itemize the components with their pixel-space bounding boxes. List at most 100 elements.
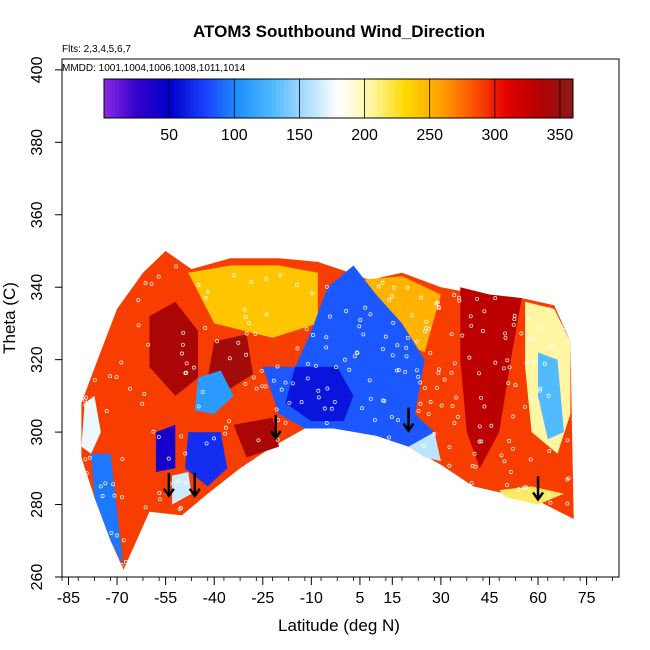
colorbar-segment: [471, 79, 476, 118]
observation-point: [123, 559, 128, 564]
observation-point: [111, 482, 116, 487]
observation-point: [264, 276, 269, 281]
observation-point: [367, 378, 372, 383]
observation-point: [294, 283, 299, 287]
observation-point: [513, 383, 518, 388]
observation-point: [376, 284, 381, 289]
observation-point: [511, 322, 516, 327]
observation-point: [428, 350, 433, 355]
observation-point: [480, 329, 485, 333]
observation-point: [271, 378, 276, 383]
observation-point: [368, 396, 373, 401]
observation-point: [103, 481, 108, 486]
observation-point: [146, 342, 151, 347]
colorbar-segment: [283, 79, 289, 118]
observation-point: [442, 377, 447, 382]
observation-point: [114, 533, 119, 538]
observation-point: [423, 326, 428, 331]
observation-point: [550, 343, 555, 348]
observation-point: [422, 386, 427, 390]
observation-point: [472, 451, 477, 456]
colorbar-tick-label: 150: [286, 127, 313, 144]
y-tick-label: 380: [29, 129, 46, 156]
colorbar-segment: [260, 79, 265, 118]
colorbar-segment: [350, 79, 355, 118]
observation-point: [322, 406, 327, 411]
observation-point: [305, 376, 310, 381]
observation-point: [92, 378, 97, 383]
x-tick-label: 60: [529, 590, 547, 607]
y-axis-label: Theta (C): [0, 282, 19, 354]
observation-point: [455, 415, 460, 419]
observation-point: [449, 332, 454, 337]
observation-point: [503, 331, 508, 336]
x-tick-label: -10: [300, 590, 323, 607]
colorbar-tick-label: 250: [416, 127, 443, 144]
observation-point: [184, 361, 189, 366]
colorbar-segment: [193, 79, 199, 118]
observation-point: [538, 386, 543, 391]
colorbar-segment: [178, 79, 183, 118]
observation-point: [449, 370, 454, 375]
observation-point: [180, 342, 185, 347]
observation-point: [565, 477, 570, 482]
heatmap-region-17: [91, 453, 124, 567]
colorbar-segment: [530, 79, 535, 118]
observation-point: [149, 281, 154, 286]
observation-point: [435, 300, 440, 305]
observation-point: [227, 356, 232, 361]
x-tick-label: -70: [105, 590, 128, 607]
observation-point: [416, 374, 421, 379]
observation-point: [310, 333, 315, 337]
colorbar-segment: [123, 79, 128, 118]
observation-point: [473, 464, 478, 469]
arrow-4: [532, 476, 545, 502]
observation-point: [477, 424, 482, 429]
observation-point: [516, 487, 521, 492]
observation-point: [114, 375, 119, 380]
colorbar-segment: [119, 79, 124, 118]
colorbar-segment: [557, 79, 562, 118]
observation-point: [503, 335, 508, 340]
dates-subtitle: MMDD: 1001,1004,1006,1008,1011,1014: [62, 63, 246, 74]
colorbar-segment: [494, 79, 500, 118]
observation-point: [468, 314, 473, 319]
y-tick-label: 400: [29, 56, 46, 83]
observation-point: [175, 478, 180, 483]
observation-point: [426, 411, 431, 416]
colorbar-segment: [338, 79, 343, 118]
arrow-head: [269, 430, 282, 441]
heatmap-region-9: [499, 486, 564, 505]
observation-point: [499, 453, 504, 458]
x-tick-label: 45: [481, 590, 499, 607]
colorbar-segment: [186, 79, 191, 118]
observation-point: [383, 334, 388, 339]
observation-point: [244, 331, 249, 336]
observation-point: [424, 319, 429, 324]
colorbar-tick-label: 50: [160, 127, 178, 144]
colorbar-segment: [146, 79, 152, 118]
colorbar-segment: [537, 79, 543, 118]
observation-point: [324, 335, 329, 340]
observation-point: [157, 491, 162, 495]
colorbar-segment: [518, 79, 523, 118]
observation-point: [392, 285, 397, 290]
observation-point: [437, 367, 441, 372]
x-tick-label: -55: [154, 590, 177, 607]
observation-point: [537, 388, 542, 393]
observation-point: [313, 363, 318, 368]
colorbar-segment: [248, 79, 253, 118]
observation-point: [523, 404, 527, 409]
observation-point: [522, 485, 527, 490]
colorbar-segment: [295, 79, 300, 118]
observation-point: [181, 330, 186, 335]
observation-point: [203, 326, 208, 330]
observation-point: [395, 343, 400, 348]
observation-point: [183, 371, 188, 376]
heatmap-region-10: [149, 301, 198, 396]
y-tick-label: 340: [29, 274, 46, 301]
colorbar-segment: [244, 79, 250, 118]
heatmap-region-4: [285, 366, 354, 422]
observation-point: [83, 403, 88, 408]
colorbar-segment: [444, 79, 449, 118]
